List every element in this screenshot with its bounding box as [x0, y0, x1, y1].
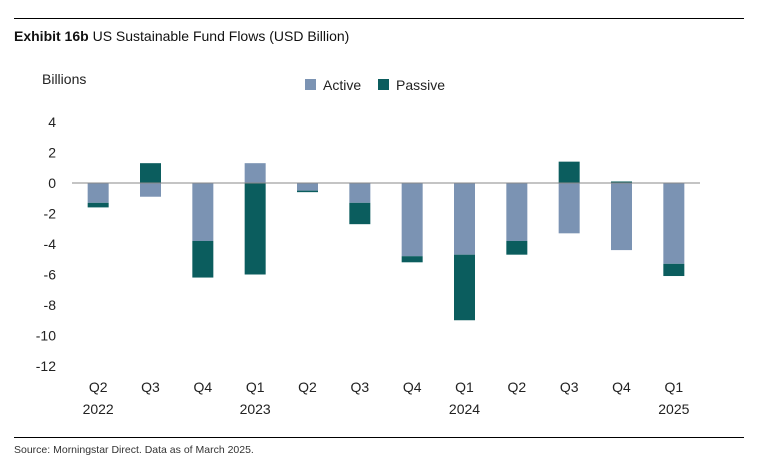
x-year-label: 2025 [658, 401, 689, 417]
bar-passive [244, 183, 266, 275]
source-note: Source: Morningstar Direct. Data as of M… [14, 444, 254, 456]
x-tick-label: Q1 [664, 379, 683, 395]
bar-active [663, 183, 685, 264]
bar-active [140, 183, 161, 197]
bar-passive [401, 256, 423, 263]
legend-swatch [378, 79, 389, 90]
bar-active [506, 183, 528, 241]
bar-passive [192, 240, 214, 278]
bar-passive [611, 181, 632, 183]
x-tick-label: Q4 [193, 379, 212, 395]
x-tick-label: Q1 [455, 379, 474, 395]
exhibit-label: Exhibit 16b [14, 28, 89, 44]
y-tick-label: 0 [48, 175, 56, 191]
bar-active [401, 183, 423, 257]
x-tick-label: Q4 [612, 379, 631, 395]
bar-passive [454, 254, 475, 321]
y-tick-label: 4 [48, 114, 56, 130]
bar-passive [663, 263, 685, 277]
bottom-rule [14, 437, 744, 438]
bar-active [454, 183, 475, 255]
x-tick-label: Q2 [89, 379, 108, 395]
chart-title: Exhibit 16b US Sustainable Fund Flows (U… [14, 28, 349, 44]
y-tick-label: -12 [36, 358, 56, 374]
legend-label: Passive [396, 77, 445, 93]
x-year-label: 2024 [449, 401, 480, 417]
bar-active [297, 183, 318, 191]
x-tick-label: Q3 [350, 379, 369, 395]
exhibit-title: US Sustainable Fund Flows (USD Billion) [92, 28, 350, 44]
y-tick-label: -4 [44, 236, 57, 252]
bar-passive [558, 161, 580, 183]
x-year-label: 2023 [240, 401, 271, 417]
bar-passive [349, 202, 371, 225]
bar-active [611, 183, 632, 251]
x-tick-label: Q3 [560, 379, 579, 395]
top-rule [14, 18, 744, 19]
y-axis-label: Billions [42, 71, 86, 87]
bar-active [349, 183, 371, 203]
x-tick-label: Q4 [403, 379, 422, 395]
y-tick-label: 2 [48, 145, 56, 161]
y-tick-label: -2 [44, 206, 57, 222]
legend-swatch [305, 79, 316, 90]
bar-passive [506, 240, 528, 255]
bar-passive [87, 202, 109, 208]
x-tick-label: Q2 [298, 379, 317, 395]
bar-passive [297, 190, 318, 193]
legend-label: Active [323, 77, 361, 93]
bar-active [192, 183, 214, 241]
y-tick-label: -6 [44, 267, 57, 283]
bar-active [87, 183, 109, 203]
bar-active [244, 163, 266, 183]
x-year-label: 2022 [83, 401, 114, 417]
y-tick-label: -8 [44, 297, 57, 313]
y-tick-label: -10 [36, 328, 56, 344]
bar-active [558, 183, 580, 234]
x-tick-label: Q2 [507, 379, 526, 395]
bar-passive [140, 163, 161, 183]
x-tick-label: Q3 [141, 379, 160, 395]
x-tick-label: Q1 [246, 379, 265, 395]
